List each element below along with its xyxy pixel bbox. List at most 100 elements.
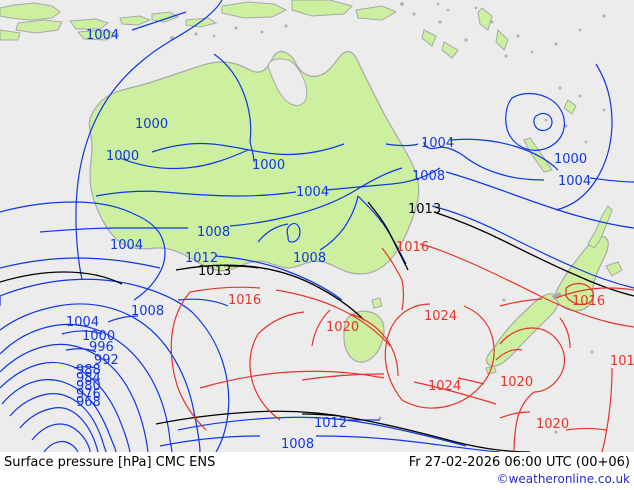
isobar-1004-north bbox=[75, 0, 223, 281]
isobar-1004-east bbox=[385, 143, 419, 147]
isobar-1004-north-label-gap bbox=[131, 11, 187, 31]
isobar-1008-inner-aus2 bbox=[319, 195, 359, 251]
isobar-1008-east bbox=[445, 171, 634, 229]
land-vanuatu-2 bbox=[495, 28, 509, 51]
isobar-label-1000-3: 1000 bbox=[252, 158, 286, 173]
isobar-1024-inner bbox=[391, 303, 431, 327]
isobar-label-1004-5: 1004 bbox=[421, 136, 455, 151]
pressure-contour-map: 1004 1000 1000 1000 1004 1004 1000 1004 1008 1008… bbox=[0, 0, 634, 452]
isobar-label-1016-16: 1016 bbox=[228, 293, 262, 308]
isobar-1008-so2 bbox=[177, 298, 229, 307]
isobar-1016-nz-small-loop bbox=[565, 282, 595, 306]
land-small-isl-3 bbox=[185, 17, 218, 28]
land-flinders-island bbox=[371, 297, 383, 309]
isobar-1020-nz-loop bbox=[495, 348, 523, 361]
isobar-976-so bbox=[31, 423, 91, 452]
isobar-996-so-cut bbox=[65, 348, 97, 353]
land-nz-cook-strait bbox=[552, 292, 562, 300]
isobar-1020-nz-west bbox=[499, 327, 561, 345]
isobar-1016-nz-right bbox=[601, 367, 613, 452]
isobar-1020-nz-south bbox=[513, 391, 535, 452]
isobar-1024-band bbox=[301, 373, 385, 381]
isobar-label-1004-25: 1004 bbox=[66, 315, 100, 330]
isobar-1016-east-coast2 bbox=[419, 243, 465, 261]
isobar-1016-east-coast bbox=[381, 247, 403, 281]
isobar-1016-tail bbox=[177, 387, 207, 431]
isobar-label-1008-24: 1008 bbox=[131, 304, 165, 319]
isobar-1004-wa-coast bbox=[0, 201, 163, 239]
land-nz-north-island bbox=[555, 235, 609, 312]
isobar-1004-ncal-loop bbox=[423, 141, 437, 150]
isobar-label-1013-13: 1013 bbox=[408, 202, 442, 217]
isobar-1020-tas bbox=[257, 311, 305, 335]
land-small-isl-4 bbox=[0, 29, 21, 41]
isobar-1020-band2 bbox=[413, 381, 497, 405]
isobar-label-1020-21: 1020 bbox=[536, 417, 570, 432]
isobar-1008-sa2 bbox=[229, 189, 357, 227]
isobar-1008-sa bbox=[39, 227, 188, 233]
isobar-1013-bottom2 bbox=[301, 413, 341, 417]
land-nz-northland-tail bbox=[587, 205, 613, 249]
land-polygons bbox=[0, 0, 623, 434]
isobar-1008-inner-aus bbox=[257, 223, 289, 243]
isobar-label-1016-15: 1016 bbox=[396, 240, 430, 255]
isobar-1000-low-vanuatu bbox=[505, 92, 565, 151]
isobar-1004-low-vanuatu2 bbox=[463, 155, 545, 181]
isobar-988-so bbox=[1, 379, 117, 452]
isobar-1008-loop bbox=[286, 222, 301, 243]
isobar-1020-nz-south2 bbox=[565, 427, 607, 431]
land-nz-south-island bbox=[485, 293, 559, 367]
isobar-label-988-29: 988 bbox=[76, 363, 101, 378]
isobar-label-1020-17: 1020 bbox=[326, 320, 360, 335]
isobar-label-1024-18: 1024 bbox=[424, 309, 458, 324]
isobar-label-1008-8: 1008 bbox=[197, 225, 231, 240]
isobar-1020-tas3 bbox=[249, 333, 281, 421]
isobar-1016-aus-mid bbox=[401, 279, 405, 311]
isobar-label-968-33: 968 bbox=[76, 395, 101, 410]
isobars-low bbox=[0, 0, 634, 452]
map-canvas bbox=[0, 0, 634, 452]
isobar-1004-so-left bbox=[107, 315, 139, 323]
isobar-1000-so-cut bbox=[61, 330, 103, 335]
isobar-992-so-cut bbox=[73, 366, 101, 371]
isobar-1020-nz-low bbox=[499, 411, 531, 419]
isobar-1020-tas2 bbox=[349, 313, 399, 377]
land-png-tail bbox=[355, 5, 398, 21]
land-gulf-notch bbox=[267, 58, 308, 107]
isobar-992-so bbox=[0, 361, 131, 452]
isobar-label-1016-23: 1016 bbox=[610, 354, 634, 369]
isobar-label-1000-1: 1000 bbox=[135, 117, 169, 132]
isobar-1004-wa-coast2 bbox=[133, 237, 166, 301]
isobar-label-1004-4: 1004 bbox=[296, 185, 330, 200]
isobar-label-996-27: 996 bbox=[89, 340, 114, 355]
isobar-label-1016-22: 1016 bbox=[572, 294, 606, 309]
isobar-1024-inner-l bbox=[384, 325, 403, 401]
isobar-1008-so-right bbox=[191, 311, 230, 415]
isobar-1012-sa2 bbox=[215, 255, 343, 301]
isobar-1008-so bbox=[0, 278, 193, 313]
isobar-1016-aus-south bbox=[189, 286, 261, 293]
isobar-1024-band2 bbox=[457, 377, 485, 385]
isobar-label-1004-10: 1004 bbox=[110, 238, 144, 253]
isobar-1012-sa bbox=[0, 257, 161, 269]
isobar-1004-east2 bbox=[449, 138, 559, 171]
land-solomon-2 bbox=[441, 41, 459, 59]
isobar-label-992-28: 992 bbox=[94, 353, 119, 368]
isobar-label-1000-6: 1000 bbox=[554, 152, 588, 167]
isobar-1012-east-ocean bbox=[431, 205, 634, 289]
isobar-1013-bottom bbox=[155, 410, 531, 452]
isobar-1000-nt bbox=[213, 53, 252, 143]
isobar-1013-sw bbox=[0, 271, 123, 285]
isobar-1008-band bbox=[159, 435, 261, 447]
isobar-1008-so-outerR bbox=[215, 413, 229, 452]
isobar-1024-inner-b bbox=[401, 375, 489, 409]
isobars-standard bbox=[0, 201, 634, 452]
land-png-east bbox=[291, 0, 353, 17]
isobar-label-980-31: 980 bbox=[76, 379, 101, 394]
land-small-isl-1 bbox=[119, 15, 152, 26]
map-footer: Surface pressure [hPa] CMC ENS Fr 27-02-… bbox=[0, 452, 634, 490]
isobar-1000-inner bbox=[119, 149, 249, 170]
isobar-label-1000-26: 1000 bbox=[82, 329, 116, 344]
isobar-label-1013-12: 1013 bbox=[198, 264, 232, 279]
isobar-1016-nz-bottom bbox=[559, 317, 571, 349]
